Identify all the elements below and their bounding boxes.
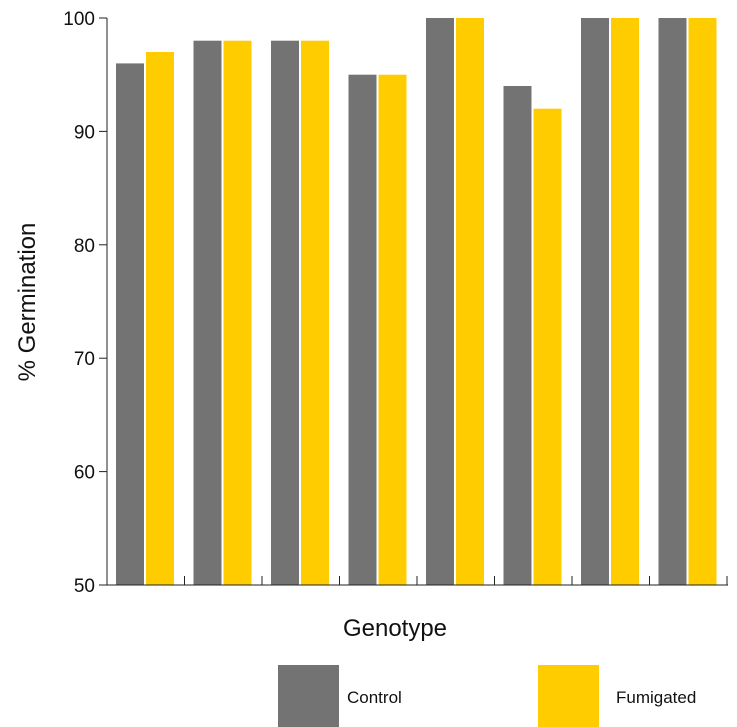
- bar-fumigated-8: [688, 18, 717, 585]
- bar-fumigated-2: [223, 40, 252, 585]
- legend-swatch-control: [278, 665, 339, 727]
- legend-swatch-fumigated: [538, 665, 599, 727]
- y-tick-label-70: 70: [74, 349, 95, 370]
- bar-control-7: [581, 18, 609, 585]
- bars-layer: [116, 18, 717, 585]
- y-tick-label-50: 50: [74, 576, 95, 597]
- legend-label-fumigated: Fumigated: [616, 688, 696, 707]
- legend: Control Fumigated: [278, 665, 696, 727]
- bar-fumigated-5: [456, 18, 484, 585]
- bar-control-5: [426, 18, 454, 585]
- bar-control-2: [193, 40, 222, 585]
- bar-fumigated-7: [611, 18, 639, 585]
- y-axis-title: % Germination: [14, 223, 41, 382]
- y-tick-label-80: 80: [74, 236, 95, 257]
- y-ticks-layer: 50 60 70 80 90 100: [63, 9, 107, 597]
- bar-control-3: [271, 40, 299, 585]
- y-tick-label-90: 90: [74, 122, 95, 143]
- x-axis-title: Genotype: [343, 615, 447, 642]
- y-tick-label-100: 100: [63, 9, 95, 30]
- bar-fumigated-6: [533, 108, 562, 585]
- x-ticks-layer: [184, 576, 728, 585]
- bar-control-1: [116, 63, 144, 585]
- bar-fumigated-3: [301, 40, 329, 585]
- bar-fumigated-1: [146, 52, 174, 585]
- y-tick-label-60: 60: [74, 463, 95, 484]
- legend-label-control: Control: [347, 688, 402, 707]
- bar-control-4: [348, 74, 377, 585]
- bar-control-8: [658, 18, 687, 585]
- bar-fumigated-4: [378, 74, 407, 585]
- bar-control-6: [503, 86, 532, 585]
